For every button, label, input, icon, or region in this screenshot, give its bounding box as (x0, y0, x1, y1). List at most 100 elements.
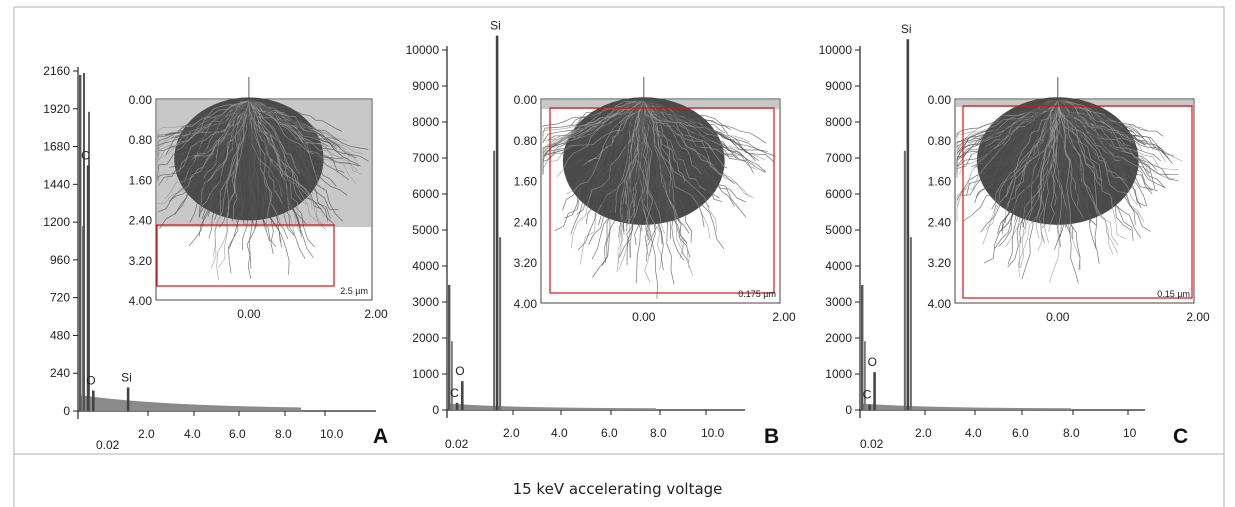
continuum-bar (173, 403, 175, 411)
inset-scale-label: 2.5 µm (340, 286, 368, 296)
y-tick-label: 10000 (406, 43, 440, 57)
y-tick-label: 10000 (819, 43, 853, 57)
continuum-bar (644, 408, 646, 410)
continuum-bar (508, 406, 510, 410)
continuum-bar (648, 408, 650, 410)
continuum-bar (113, 399, 115, 411)
continuum-bar (147, 401, 149, 411)
electron-trajectory (248, 100, 326, 227)
continuum-bar (524, 406, 526, 410)
low-energy-spike (861, 285, 864, 410)
continuum-bar (1043, 408, 1045, 410)
continuum-bar (550, 407, 552, 410)
electron-trajectory (983, 100, 1059, 264)
electron-trajectory (1057, 100, 1122, 152)
peak-bar-o (873, 372, 876, 410)
continuum-bar (566, 407, 568, 410)
continuum-bar (584, 407, 586, 410)
continuum-bar (540, 407, 542, 410)
continuum-bar (987, 407, 989, 410)
continuum-bar (967, 407, 969, 410)
inset-scale-label: 0.15 µm (1157, 289, 1190, 299)
continuum-bar (977, 407, 979, 410)
electron-trajectory (244, 100, 256, 280)
electron-trajectory (643, 100, 650, 240)
continuum-bar (217, 405, 219, 411)
electron-trajectory (956, 100, 1058, 138)
continuum-bar (877, 404, 879, 410)
y-tick-label: 720 (50, 291, 70, 305)
continuum-bar (245, 406, 247, 411)
electron-trajectory (248, 100, 283, 204)
continuum-bar (935, 406, 937, 410)
continuum-bar (518, 406, 520, 410)
continuum-bar (592, 407, 594, 410)
continuum-bar (961, 407, 963, 410)
electron-trajectory (643, 100, 718, 232)
continuum-bar (257, 406, 259, 411)
peak-label-si: Si (490, 19, 501, 33)
continuum-bar (203, 404, 205, 411)
electron-trajectory (1057, 100, 1133, 155)
y-tick-label: 6000 (412, 187, 439, 201)
continuum-bar (207, 405, 209, 411)
electron-trajectory (248, 100, 357, 159)
peak-bar-si (126, 387, 130, 411)
continuum-bar (596, 407, 598, 410)
electron-trajectory (603, 100, 647, 263)
continuum-bar (105, 398, 107, 411)
electron-trajectory (570, 100, 644, 235)
y-tick-label: 7000 (825, 151, 852, 165)
continuum-bar (480, 405, 482, 410)
continuum-bar (177, 403, 179, 411)
electron-trajectory (248, 100, 274, 254)
electron-trajectory (248, 100, 292, 205)
continuum-bar (472, 405, 474, 410)
electron-trajectory (1019, 100, 1059, 244)
electron-trajectory (157, 100, 250, 139)
continuum-bar (1069, 408, 1071, 410)
continuum-bar (897, 405, 899, 410)
electron-trajectory (1057, 100, 1132, 231)
continuum-bar (1065, 408, 1067, 410)
low-energy-spike (82, 226, 84, 411)
electron-trajectory (248, 100, 345, 174)
continuum-bar (231, 405, 233, 411)
continuum-bar (468, 404, 470, 410)
electron-trajectory (248, 100, 335, 226)
y-tick-label: 5000 (825, 223, 852, 237)
continuum-bar (293, 407, 295, 411)
continuum-bar (618, 408, 620, 410)
continuum-bar (478, 405, 480, 410)
trajectory-cloud (956, 97, 1183, 284)
continuum-bar (261, 406, 263, 411)
continuum-bar (277, 407, 279, 411)
x-tick-label: 0.02 (860, 437, 884, 451)
continuum-bar (953, 407, 955, 410)
electron-trajectory (564, 100, 645, 219)
continuum-bar (604, 407, 606, 410)
peak-bar-si (495, 35, 499, 410)
continuum-bar (157, 402, 159, 411)
low-energy-spike (83, 73, 85, 411)
continuum-bar (929, 406, 931, 410)
continuum-bar (548, 407, 550, 410)
continuum-bar (199, 404, 201, 411)
continuum-bar (562, 407, 564, 410)
continuum-bar (889, 405, 891, 410)
trajectory-cloud (157, 97, 369, 281)
continuum-bar (1055, 408, 1057, 410)
electron-trajectory (643, 100, 687, 183)
electron-trajectory (1021, 100, 1059, 280)
electron-trajectory (157, 100, 250, 152)
continuum-bar (145, 401, 147, 411)
y-tick-label: 2160 (43, 64, 70, 78)
electron-trajectory (956, 100, 1059, 164)
continuum-bar (482, 405, 484, 410)
electron-trajectory (1050, 100, 1061, 206)
electron-trajectory (1057, 100, 1126, 240)
y-tick-label: 1200 (43, 215, 70, 229)
electron-trajectory (248, 100, 334, 143)
electron-trajectory (643, 100, 720, 199)
continuum-bar (556, 407, 558, 410)
